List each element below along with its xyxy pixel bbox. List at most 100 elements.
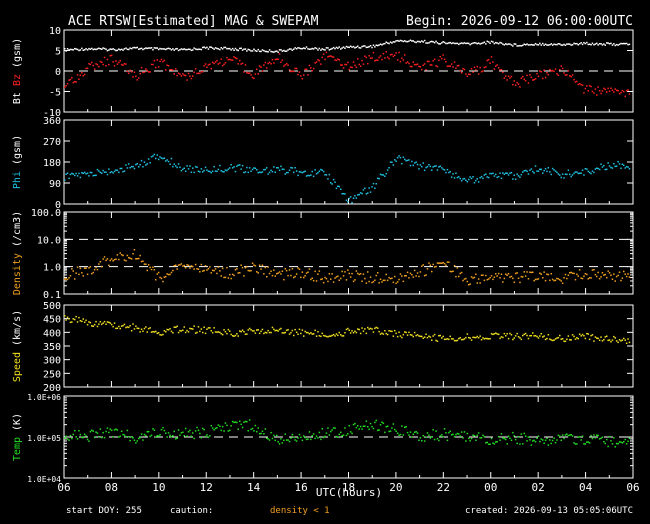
data-point <box>448 338 450 341</box>
data-point <box>250 50 252 52</box>
data-point <box>500 433 503 435</box>
data-point <box>108 168 110 170</box>
data-point <box>276 50 278 52</box>
data-point <box>165 275 167 278</box>
data-point <box>499 172 501 174</box>
data-point <box>469 176 471 178</box>
data-point <box>301 78 304 80</box>
data-point <box>273 62 275 64</box>
data-point <box>189 75 191 77</box>
data-point <box>81 320 83 323</box>
data-point <box>567 70 570 72</box>
data-point <box>439 262 441 264</box>
data-point <box>266 276 268 278</box>
mag-tick-label: -5 <box>49 88 61 99</box>
data-point <box>519 281 521 284</box>
data-point <box>620 441 622 443</box>
data-point <box>237 335 239 337</box>
data-point <box>92 271 94 274</box>
data-point <box>503 44 506 46</box>
data-point <box>426 432 429 434</box>
data-point <box>74 318 76 321</box>
data-point <box>539 168 541 170</box>
data-point <box>475 439 477 441</box>
data-point <box>557 43 560 45</box>
data-point <box>348 272 350 275</box>
data-point <box>206 66 208 68</box>
data-point <box>82 436 84 439</box>
data-point <box>344 332 346 334</box>
data-point <box>431 270 433 273</box>
data-point <box>133 167 136 170</box>
data-point <box>385 273 387 276</box>
data-point <box>338 59 340 61</box>
data-point <box>132 46 134 49</box>
data-point <box>66 278 69 281</box>
data-point <box>291 329 294 332</box>
data-point <box>236 165 238 168</box>
data-point <box>354 64 356 67</box>
data-point <box>603 87 605 90</box>
data-point <box>500 68 503 71</box>
data-point <box>263 433 265 435</box>
data-point <box>514 272 517 275</box>
data-point <box>69 48 72 51</box>
data-point <box>153 47 156 49</box>
data-point <box>369 191 372 193</box>
data-point <box>492 172 494 175</box>
data-point <box>239 420 241 422</box>
data-point <box>68 277 70 279</box>
data-point <box>280 327 282 330</box>
data-point <box>192 432 194 434</box>
data-point <box>428 434 430 436</box>
data-point <box>199 171 201 173</box>
data-point <box>480 42 483 45</box>
data-point <box>216 331 218 333</box>
data-point <box>426 268 429 270</box>
data-point <box>543 335 545 337</box>
data-point <box>86 273 89 276</box>
data-point <box>364 277 366 280</box>
data-point <box>65 50 67 52</box>
data-point <box>166 47 168 50</box>
data-point <box>241 329 244 331</box>
data-point <box>159 434 161 436</box>
start-doy: start DOY: 255 <box>66 506 142 516</box>
data-point <box>487 41 490 43</box>
data-point <box>317 49 319 51</box>
data-point <box>125 63 127 65</box>
data-point <box>254 73 257 75</box>
data-point <box>234 47 237 50</box>
data-point <box>473 336 476 339</box>
data-point <box>288 440 291 443</box>
data-point <box>337 275 339 277</box>
data-point <box>354 47 356 49</box>
data-point <box>448 261 450 263</box>
data-point <box>421 265 423 267</box>
data-point <box>391 330 393 333</box>
data-point <box>277 51 279 53</box>
data-point <box>167 432 170 434</box>
data-point <box>103 171 106 173</box>
data-point <box>294 328 296 331</box>
data-point <box>234 57 237 59</box>
data-point <box>143 71 146 73</box>
data-point <box>583 335 585 337</box>
data-point <box>98 65 100 68</box>
data-point <box>230 425 232 427</box>
data-point <box>554 441 557 444</box>
data-point <box>257 48 259 51</box>
data-point <box>573 442 575 444</box>
data-point <box>357 194 359 196</box>
data-point <box>465 179 467 182</box>
data-point <box>320 438 322 441</box>
data-point <box>170 330 173 333</box>
data-point <box>227 277 230 279</box>
data-point <box>554 43 557 46</box>
data-point <box>120 167 123 170</box>
data-point <box>571 435 574 437</box>
data-point <box>233 335 235 337</box>
data-point <box>95 63 97 65</box>
data-point <box>78 273 80 276</box>
data-point <box>88 440 90 442</box>
